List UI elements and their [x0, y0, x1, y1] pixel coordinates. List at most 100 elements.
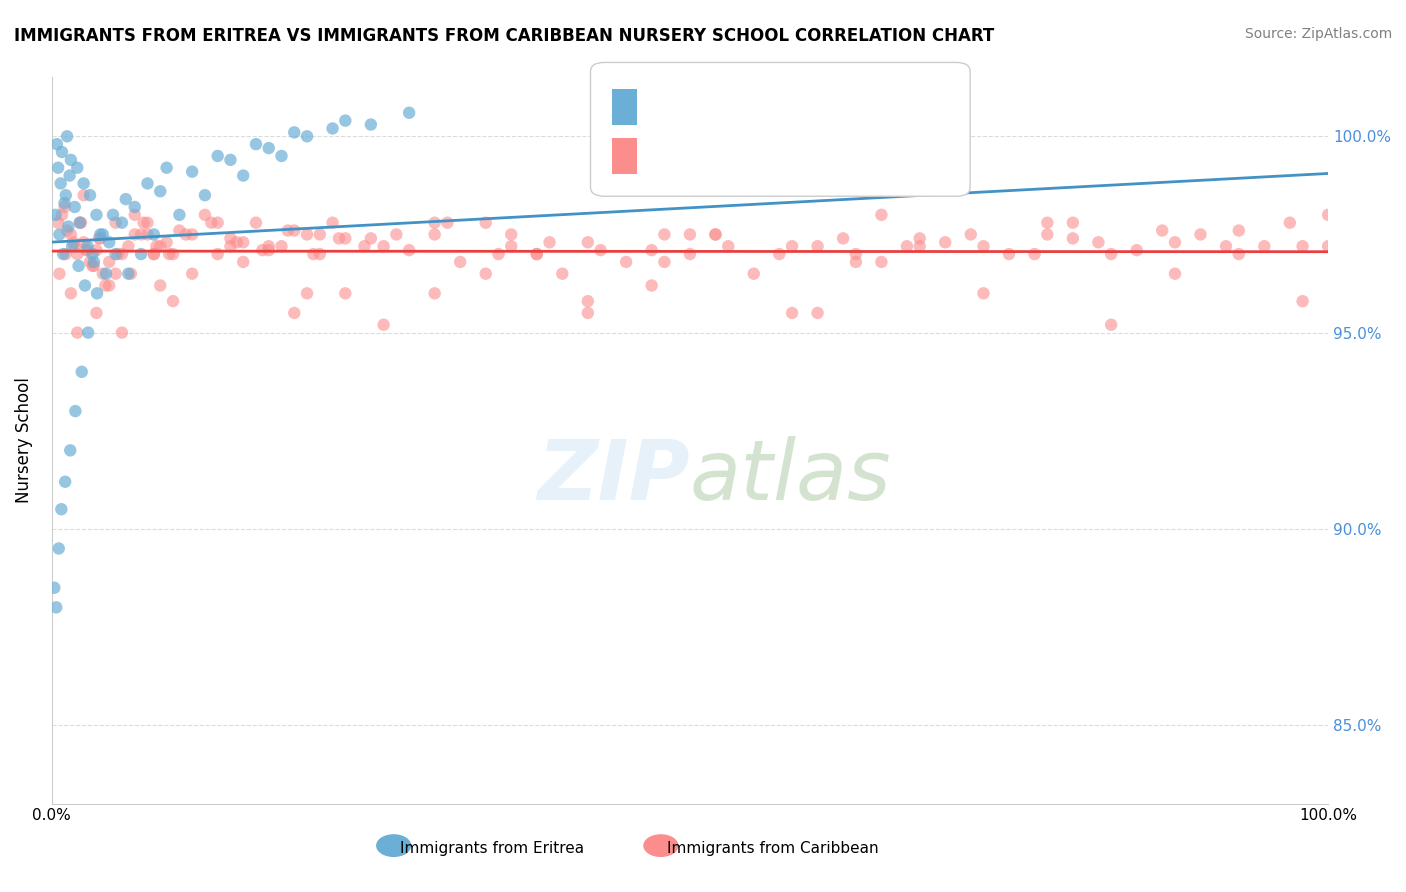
Point — [398, 105, 420, 120]
Point — [742, 267, 765, 281]
Point — [373, 318, 395, 332]
Point — [1024, 247, 1046, 261]
Point — [73, 235, 96, 250]
Point — [353, 239, 375, 253]
Point — [501, 239, 523, 253]
Point — [129, 247, 152, 261]
Point — [283, 223, 305, 237]
Point — [82, 247, 104, 261]
Point — [806, 239, 828, 253]
Point — [169, 208, 191, 222]
Point — [257, 141, 280, 155]
Point — [526, 247, 548, 261]
Point — [181, 164, 204, 178]
Point — [124, 227, 146, 242]
Point — [86, 243, 108, 257]
Point — [124, 208, 146, 222]
Point — [1278, 216, 1301, 230]
Point — [56, 129, 79, 144]
Point — [145, 239, 167, 253]
Point — [76, 239, 98, 253]
Point — [423, 286, 446, 301]
Point — [245, 137, 267, 152]
Point — [89, 227, 111, 242]
Text: atlas: atlas — [690, 436, 891, 517]
Point — [1099, 247, 1122, 261]
Point — [56, 223, 79, 237]
Point — [69, 216, 91, 230]
Point — [654, 255, 676, 269]
Point — [1062, 216, 1084, 230]
Point — [1227, 247, 1250, 261]
Point — [62, 235, 84, 250]
Point — [181, 227, 204, 242]
Point — [75, 243, 97, 257]
Point — [200, 216, 222, 230]
Text: 66: 66 — [823, 98, 844, 113]
Point — [373, 239, 395, 253]
Point — [59, 286, 82, 301]
Point — [207, 216, 229, 230]
Point — [1253, 239, 1275, 253]
Point — [551, 267, 574, 281]
Point — [449, 255, 471, 269]
Point — [51, 145, 73, 159]
Point — [207, 149, 229, 163]
Point — [283, 306, 305, 320]
Point — [52, 247, 75, 261]
Point — [45, 137, 67, 152]
Text: IMMIGRANTS FROM ERITREA VS IMMIGRANTS FROM CARIBBEAN NURSERY SCHOOL CORRELATION : IMMIGRANTS FROM ERITREA VS IMMIGRANTS FR… — [14, 27, 994, 45]
Point — [181, 267, 204, 281]
Point — [526, 247, 548, 261]
Point — [322, 216, 344, 230]
Point — [252, 243, 274, 257]
Point — [46, 216, 69, 230]
Point — [59, 169, 82, 183]
Point — [277, 223, 299, 237]
Point — [1291, 294, 1313, 309]
Point — [219, 153, 242, 167]
Point — [48, 227, 70, 242]
Text: Source: ZipAtlas.com: Source: ZipAtlas.com — [1244, 27, 1392, 41]
Point — [49, 177, 72, 191]
Point — [614, 255, 637, 269]
Point — [45, 600, 67, 615]
Point — [48, 541, 70, 556]
Point — [360, 231, 382, 245]
Point — [328, 231, 350, 245]
Point — [1152, 223, 1174, 237]
Point — [576, 294, 599, 309]
Point — [73, 188, 96, 202]
Point — [77, 326, 100, 340]
Point — [70, 365, 93, 379]
Point — [1164, 267, 1187, 281]
Text: R =  -0.007   N =  149: R = -0.007 N = 149 — [640, 147, 808, 162]
Text: R =  0.043   N =  66: R = 0.043 N = 66 — [640, 98, 794, 113]
Point — [162, 247, 184, 261]
Point — [385, 227, 408, 242]
Point — [398, 243, 420, 257]
Point — [225, 235, 247, 250]
Point — [1317, 208, 1340, 222]
Circle shape — [644, 835, 678, 856]
Point — [908, 231, 931, 245]
Point — [308, 247, 330, 261]
Point — [1164, 235, 1187, 250]
Point — [149, 278, 172, 293]
Point — [806, 306, 828, 320]
Point — [98, 255, 121, 269]
Point — [59, 443, 82, 458]
Point — [63, 200, 86, 214]
Point — [270, 239, 292, 253]
Point — [232, 255, 254, 269]
Point — [104, 216, 127, 230]
Point — [870, 208, 893, 222]
Text: -0.007: -0.007 — [700, 147, 749, 162]
Point — [232, 169, 254, 183]
Text: 0.043: 0.043 — [700, 98, 744, 113]
Point — [45, 208, 67, 222]
Point — [51, 208, 73, 222]
Point — [89, 231, 111, 245]
Point — [1099, 318, 1122, 332]
Point — [360, 118, 382, 132]
